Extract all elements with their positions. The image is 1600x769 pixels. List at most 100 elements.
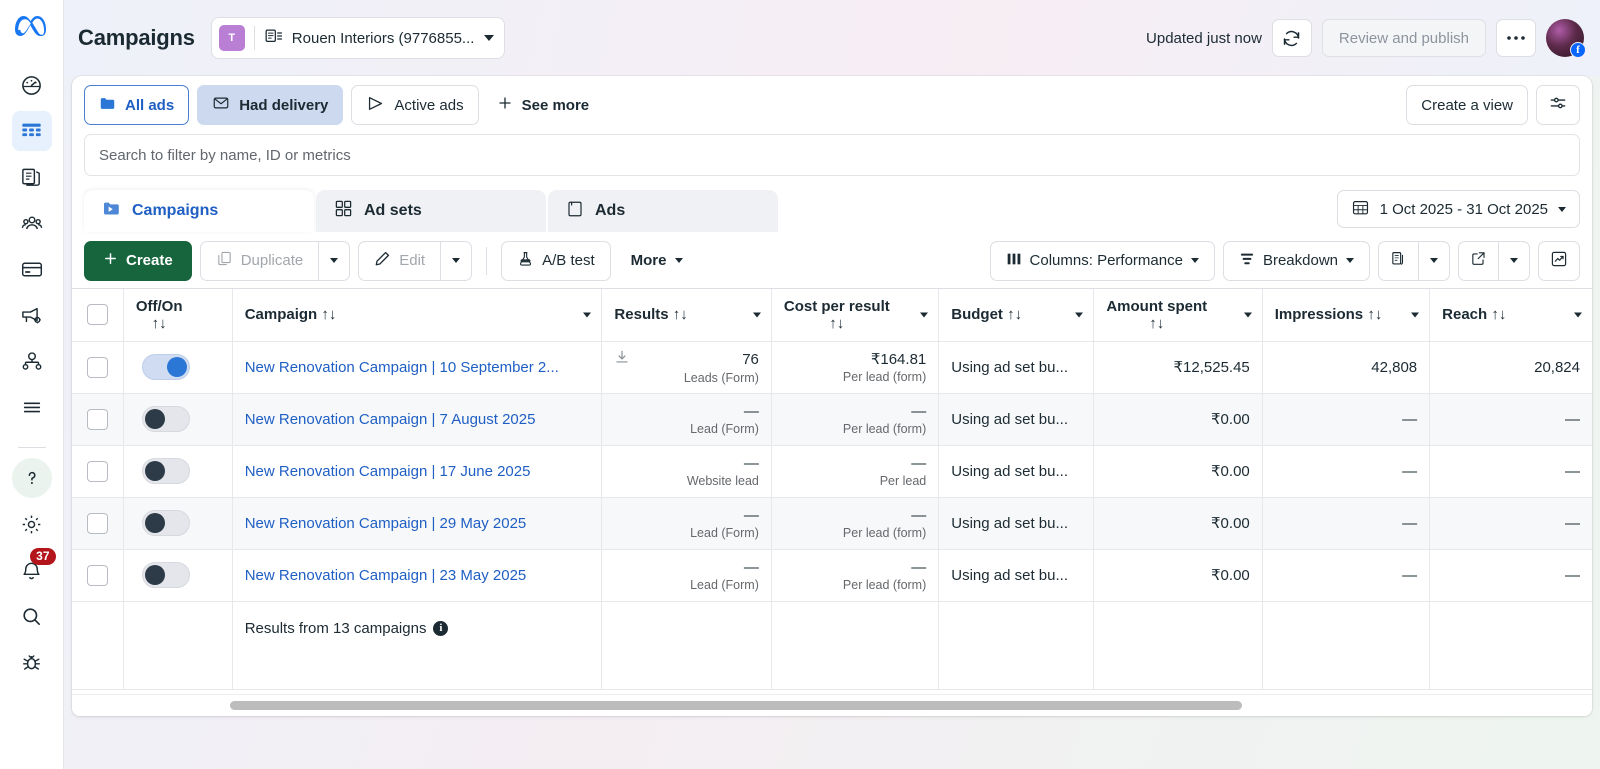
results-value: — <box>743 402 759 420</box>
reports-button[interactable] <box>1378 240 1418 281</box>
column-menu-icon[interactable] <box>752 312 761 318</box>
more-options-button[interactable] <box>1496 19 1536 57</box>
column-menu-icon[interactable] <box>583 312 592 318</box>
see-more-filters-button[interactable]: See more <box>487 85 600 125</box>
row-checkbox[interactable] <box>86 512 108 534</box>
column-label: Impressions <box>1274 306 1364 324</box>
campaign-name-link[interactable]: New Renovation Campaign | 17 June 2025 <box>244 462 531 480</box>
plus-icon <box>497 95 513 115</box>
create-button[interactable]: Create <box>84 240 192 281</box>
campaign-name-link[interactable]: New Renovation Campaign | 23 May 2025 <box>244 566 527 584</box>
table-row[interactable]: New Renovation Campaign | 7 August 2025 … <box>72 393 1592 446</box>
help-icon[interactable] <box>11 458 52 498</box>
date-range-picker[interactable]: 1 Oct 2025 - 31 Oct 2025 <box>1336 190 1580 228</box>
sort-arrows-icon: ↑↓ <box>1491 306 1507 324</box>
audiences-icon[interactable] <box>12 203 52 243</box>
meta-logo[interactable] <box>14 14 49 43</box>
filter-chip-all-ads[interactable]: All ads <box>84 85 190 125</box>
breakdown-button[interactable]: Breakdown <box>1222 240 1370 281</box>
column-menu-icon[interactable] <box>920 312 929 318</box>
charts-button[interactable] <box>1538 240 1580 281</box>
review-and-publish-button[interactable]: Review and publish <box>1321 19 1486 57</box>
table-row[interactable]: New Renovation Campaign | 10 September 2… <box>72 341 1592 394</box>
more-actions-button[interactable]: More <box>619 241 696 281</box>
campaign-name-link[interactable]: New Renovation Campaign | 29 May 2025 <box>244 514 527 532</box>
avatar[interactable]: f <box>1546 19 1586 58</box>
column-header-offon[interactable]: Off/On ↑↓ <box>123 289 233 342</box>
column-menu-icon[interactable] <box>1075 312 1084 318</box>
filter-bar-actions: Create a view <box>1406 85 1580 125</box>
ad-account-selector[interactable]: T Rouen Interiors (9776855... <box>210 17 506 59</box>
results-subtext: Lead (Form) <box>690 525 759 540</box>
row-toggle[interactable] <box>141 458 190 484</box>
tab-ads[interactable]: Ads <box>548 190 778 232</box>
sidebar-item-campaigns[interactable] <box>11 111 52 151</box>
row-toggle[interactable] <box>141 406 190 432</box>
column-header-impressions[interactable]: Impressions ↑↓ <box>1262 289 1431 342</box>
column-header-reach[interactable]: Reach ↑↓ <box>1429 289 1592 342</box>
reports-dropdown-button[interactable] <box>1418 240 1450 281</box>
column-header-campaign[interactable]: Campaign ↑↓ <box>232 289 603 342</box>
edit-dropdown-button[interactable] <box>440 240 473 281</box>
export-icon <box>1470 250 1487 271</box>
column-header-cost-per-result[interactable]: Cost per result ↑↓ <box>771 289 940 342</box>
row-toggle[interactable] <box>141 354 190 380</box>
view-settings-button[interactable] <box>1536 85 1580 125</box>
table-row[interactable]: New Renovation Campaign | 17 June 2025 —… <box>72 445 1592 498</box>
sort-arrows-icon: ↑↓ <box>829 314 845 332</box>
cost-subtext: Per lead (form) <box>842 525 927 540</box>
export-button[interactable] <box>1458 240 1498 281</box>
dashboard-gauge-icon[interactable] <box>12 65 52 105</box>
megaphone-settings-icon[interactable] <box>12 295 52 335</box>
campaign-name-link[interactable]: New Renovation Campaign | 7 August 2025 <box>244 410 536 428</box>
campaign-folder-icon <box>102 199 121 223</box>
info-icon[interactable]: i <box>433 620 449 636</box>
filter-chip-active-ads[interactable]: Active ads <box>351 85 479 125</box>
campaign-name-link[interactable]: New Renovation Campaign | 10 September 2… <box>244 358 559 376</box>
select-all-checkbox[interactable] <box>86 304 108 326</box>
pages-icon[interactable] <box>12 157 52 197</box>
duplicate-dropdown-button[interactable] <box>318 240 351 281</box>
column-header-results[interactable]: Results ↑↓ <box>601 289 772 342</box>
campaigns-table: Off/On ↑↓ Campaign ↑↓ Results ↑↓ Cost per… <box>72 288 1592 690</box>
column-header-amount-spent[interactable]: Amount spent ↑↓ <box>1093 289 1263 342</box>
table-row[interactable]: New Renovation Campaign | 23 May 2025 — L… <box>72 549 1592 602</box>
events-manager-icon[interactable] <box>12 341 52 381</box>
edit-button[interactable]: Edit <box>358 240 441 281</box>
billing-card-icon[interactable] <box>12 249 52 289</box>
paper-plane-icon <box>366 94 385 117</box>
duplicate-button[interactable]: Duplicate <box>199 240 319 281</box>
column-header-budget[interactable]: Budget ↑↓ <box>938 289 1095 342</box>
all-tools-icon[interactable] <box>12 387 52 427</box>
create-view-label: Create a view <box>1421 96 1513 114</box>
row-checkbox[interactable] <box>86 460 108 482</box>
cost-value: — <box>911 402 927 420</box>
row-checkbox[interactable] <box>86 564 108 586</box>
create-a-view-button[interactable]: Create a view <box>1406 85 1528 125</box>
column-menu-icon[interactable] <box>1574 312 1582 318</box>
refresh-button[interactable] <box>1271 19 1312 57</box>
bug-icon[interactable] <box>12 642 52 682</box>
column-menu-icon[interactable] <box>1411 312 1420 318</box>
bell-icon[interactable]: 37 <box>12 548 56 590</box>
gear-icon[interactable] <box>12 504 52 544</box>
row-checkbox[interactable] <box>86 408 108 430</box>
export-dropdown-button[interactable] <box>1498 240 1530 281</box>
reach-value: — <box>1565 514 1580 532</box>
horizontal-scrollbar[interactable] <box>72 694 1592 716</box>
main-panel: All ads Had delivery Active ads See more… <box>72 76 1592 716</box>
search-input[interactable] <box>84 134 1580 176</box>
ab-test-button[interactable]: A/B test <box>501 240 611 281</box>
column-menu-icon[interactable] <box>1243 312 1252 318</box>
tab-campaigns[interactable]: Campaigns <box>84 190 314 232</box>
row-checkbox[interactable] <box>86 356 108 378</box>
columns-button[interactable]: Columns: Performance <box>989 240 1215 281</box>
filter-chip-had-delivery[interactable]: Had delivery <box>197 85 344 125</box>
download-icon[interactable] <box>614 349 630 369</box>
row-toggle[interactable] <box>141 510 190 536</box>
row-toggle[interactable] <box>141 562 190 588</box>
scrollbar-thumb[interactable] <box>230 701 1242 710</box>
tab-ad-sets[interactable]: Ad sets <box>316 190 546 232</box>
table-row[interactable]: New Renovation Campaign | 29 May 2025 — L… <box>72 497 1592 550</box>
search-icon[interactable] <box>12 596 52 636</box>
